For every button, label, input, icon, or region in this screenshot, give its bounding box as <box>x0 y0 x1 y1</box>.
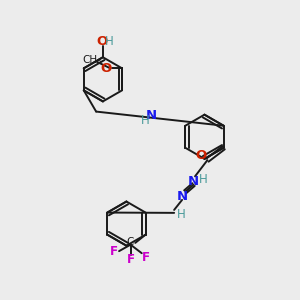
Text: O: O <box>96 34 107 48</box>
Text: O: O <box>101 62 112 75</box>
Text: CH₃: CH₃ <box>82 55 102 65</box>
Text: F: F <box>110 245 118 258</box>
Text: C: C <box>127 237 134 247</box>
Text: F: F <box>142 250 150 263</box>
Text: H: H <box>105 34 114 48</box>
Text: F: F <box>127 254 135 266</box>
Text: H: H <box>141 115 150 128</box>
Text: N: N <box>146 109 157 122</box>
Text: H: H <box>176 208 185 221</box>
Text: N: N <box>176 190 188 202</box>
Text: N: N <box>188 175 199 188</box>
Text: O: O <box>195 149 206 162</box>
Text: H: H <box>199 173 208 186</box>
